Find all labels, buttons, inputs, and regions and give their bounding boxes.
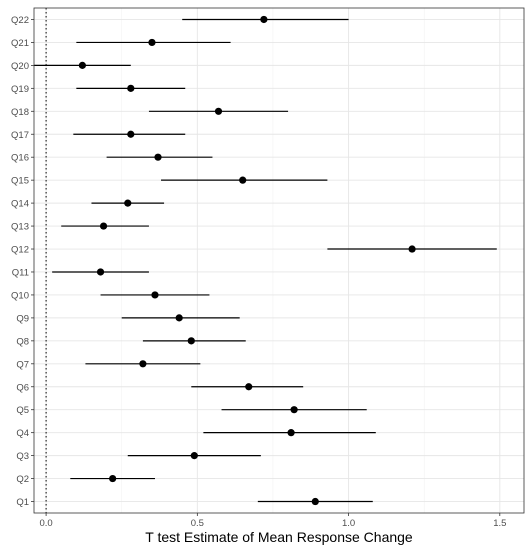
estimate-point-q22 [260,15,268,24]
estimate-point-q19 [127,84,135,92]
estimate-point-q11 [96,268,105,276]
y-tick-label: Q16 [11,153,29,164]
y-tick-label: Q13 [11,222,29,233]
estimate-point-q20 [78,61,86,69]
y-tick-label: Q6 [16,382,29,393]
estimate-point-q1 [311,497,319,506]
y-tick-label: Q2 [16,474,29,485]
y-tick-label: Q15 [11,176,29,187]
y-tick-label: Q9 [16,313,29,324]
y-tick-label: Q11 [12,267,29,278]
panel-border [33,7,525,514]
y-tick-label: Q21 [11,38,29,49]
y-tick-label: Q22 [11,15,29,26]
estimate-point-q21 [148,38,156,47]
marks-layer [34,15,497,506]
estimate-point-q16 [154,153,162,161]
y-tick-label: Q8 [16,336,29,347]
y-tick-label: Q18 [11,107,29,118]
y-tick-label: Q1 [16,497,29,508]
estimate-point-q14 [124,199,132,207]
y-tick-label: Q12 [11,245,29,256]
estimate-point-q17 [127,130,135,138]
x-tick-label: 1.5 [493,518,506,529]
estimate-point-q8 [187,337,195,345]
x-axis-title: T test Estimate of Mean Response Change [145,529,413,545]
axis-layer: Q22 Q21 Q20 Q19 Q18 Q17 Q16 Q15 Q14 Q13 Q12 Q11 Q10 Q… [11,15,506,529]
y-tick-label: Q3 [16,451,29,462]
y-tick-label: Q17 [11,130,29,141]
y-tick-label: Q14 [11,199,29,210]
estimate-point-q13 [99,222,108,230]
estimate-point-q4 [287,429,295,437]
estimate-point-q9 [175,314,183,322]
estimate-point-q7 [139,360,147,368]
estimate-point-q3 [190,452,198,460]
estimate-point-q5 [290,406,298,414]
estimate-point-q18 [214,107,223,115]
y-tick-label: Q10 [11,290,29,301]
y-tick-label: Q5 [16,405,29,416]
estimate-point-q10 [151,291,159,299]
x-tick-label: 1.0 [342,518,355,529]
x-tick-label: 0.0 [39,518,52,529]
estimate-point-q2 [109,474,117,483]
y-tick-label: Q4 [16,428,29,439]
y-tick-label: Q20 [11,61,29,72]
y-tick-label: Q19 [11,84,29,95]
estimate-point-q12 [408,245,416,253]
estimate-point-q15 [239,176,247,184]
estimate-point-q6 [245,383,253,391]
x-tick-label: 0.5 [191,518,204,529]
y-tick-label: Q7 [16,359,29,370]
